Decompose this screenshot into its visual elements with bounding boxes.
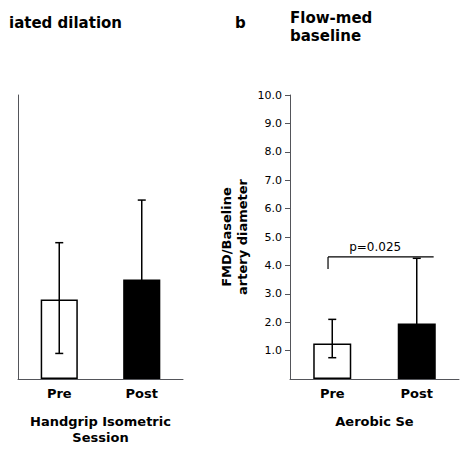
svg-text:Post: Post xyxy=(126,386,158,401)
svg-text:1.0: 1.0 xyxy=(265,344,283,357)
svg-text:Post: Post xyxy=(401,386,433,401)
svg-text:Pre: Pre xyxy=(47,386,72,401)
svg-text:Aerobic Se: Aerobic Se xyxy=(335,414,414,429)
svg-text:4.0: 4.0 xyxy=(265,259,283,272)
svg-text:Flow-med: Flow-med xyxy=(290,9,372,27)
svg-text:3.0: 3.0 xyxy=(265,287,283,300)
svg-text:10.0: 10.0 xyxy=(258,89,283,102)
svg-text:FMD/Baseline: FMD/Baseline xyxy=(219,187,234,287)
svg-text:9.0: 9.0 xyxy=(265,117,283,130)
svg-text:p=0.025: p=0.025 xyxy=(349,240,401,254)
svg-text:b: b xyxy=(235,14,246,32)
svg-text:5.0: 5.0 xyxy=(265,231,283,244)
svg-text:2.0: 2.0 xyxy=(265,316,283,329)
svg-text:7.0: 7.0 xyxy=(265,174,283,187)
svg-text:8.0: 8.0 xyxy=(265,145,283,158)
svg-text:iated dilation: iated dilation xyxy=(9,14,122,32)
svg-text:baseline: baseline xyxy=(290,27,361,45)
svg-text:Pre: Pre xyxy=(320,386,345,401)
svg-text:artery diameter: artery diameter xyxy=(235,178,250,295)
svg-text:Session: Session xyxy=(72,430,128,445)
svg-text:Handgrip Isometric: Handgrip Isometric xyxy=(30,414,171,429)
svg-text:6.0: 6.0 xyxy=(265,202,283,215)
